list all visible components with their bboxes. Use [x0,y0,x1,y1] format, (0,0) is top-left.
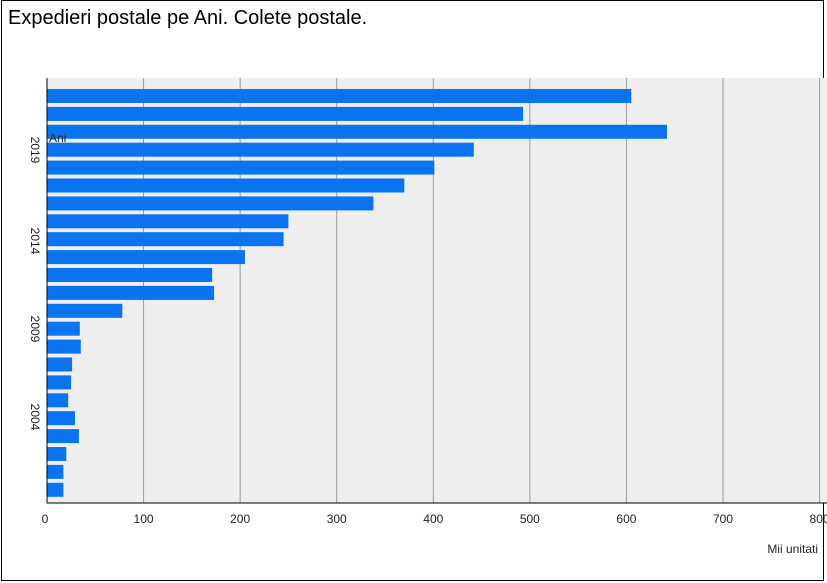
bars [47,89,667,497]
bar-2014 [47,250,245,265]
x-tick-label-500: 500 [520,512,540,526]
chart-title: Expedieri postale pe Ani. Colete postale… [8,7,368,29]
y-tick-label-2004: 2004 [28,404,42,431]
bar-2013 [47,268,213,282]
bar-2011 [47,303,123,318]
bar-2022 [47,106,524,121]
bar-2021 [47,124,667,139]
bar-2015 [47,232,284,247]
x-tick-label-700: 700 [713,512,733,526]
x-tick-label-0: 0 [42,512,49,526]
bar-2005 [47,411,75,426]
bar-2020 [47,142,474,157]
bar-2003 [47,447,67,461]
y-tick-label-2019: 2019 [28,137,42,164]
bar-2004 [47,429,79,444]
bar-2002 [47,464,64,479]
y-axis-label: Ani [49,131,66,145]
grid-lines [143,78,821,503]
bar-2006 [47,393,69,408]
bar-2016 [47,214,289,229]
y-tick-label-2014: 2014 [28,228,42,255]
y-tick-label-2009: 2009 [28,316,42,343]
x-tick-label-200: 200 [230,512,250,526]
x-tick-label-600: 600 [616,512,636,526]
bar-2017 [47,196,374,211]
bar-2012 [47,285,215,300]
bar-2023 [47,89,632,103]
bar-2008 [47,357,73,372]
x-tick-label-300: 300 [327,512,347,526]
bar-2007 [47,375,72,390]
x-tick-label-100: 100 [134,512,154,526]
bar-2001 [47,482,64,497]
y-tick-labels: 2019 2014 2009 2004 [28,137,42,431]
x-tick-label-800: 800 [810,512,827,526]
bar-2019 [47,160,435,175]
x-tick-labels: 0 100 200 300 400 500 600 700 800 [42,512,827,526]
bar-2018 [47,178,405,193]
x-tick-label-400: 400 [423,512,443,526]
bar-2009 [47,339,81,354]
x-axis-label: Mii unitati [767,542,818,556]
bar-2010 [47,321,80,336]
